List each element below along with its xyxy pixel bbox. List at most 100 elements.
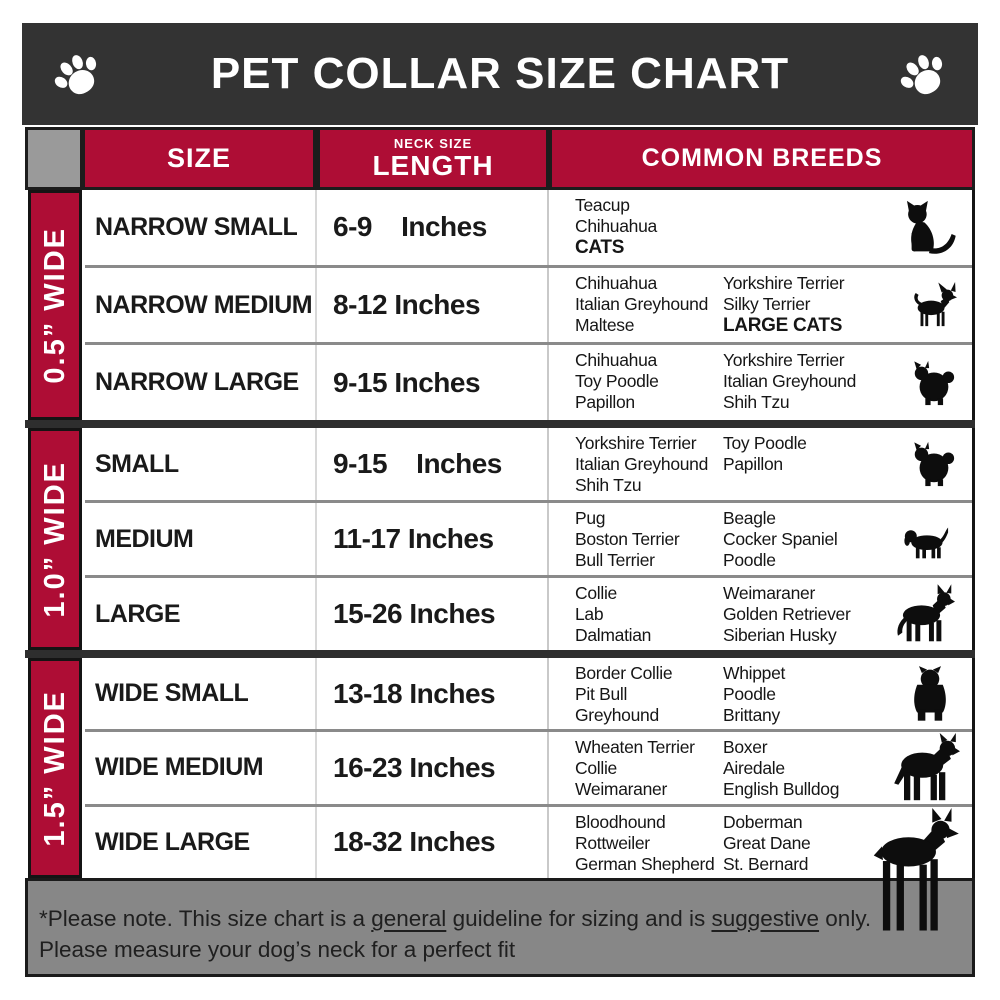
breed-item: Chihuahua — [575, 216, 657, 236]
width-band-10: 1.0” WIDE — [28, 428, 82, 650]
breeds-cell: Pug Boston Terrier Bull Terrier Beagle C… — [547, 503, 972, 575]
breed-item: Brittany — [723, 705, 780, 725]
pomeranian-icon — [906, 440, 960, 488]
length-cell: 9-15 Inches — [315, 428, 547, 500]
doberman-icon — [868, 807, 960, 936]
size-cell: NARROW MEDIUM — [95, 290, 313, 319]
length-cell: 18-32 Inches — [315, 806, 547, 878]
length-cell: 15-26 Inches — [315, 578, 547, 650]
width-band-label: 1.5” WIDE — [38, 689, 71, 847]
breeds-cell: Teacup Chihuahua CATS — [547, 190, 972, 265]
masthead: PET COLLAR SIZE CHART — [22, 23, 978, 125]
breed-item: Siberian Husky — [723, 625, 837, 645]
paw-icon — [38, 36, 117, 114]
pitbull-icon — [890, 728, 960, 808]
breed-item: Beagle — [723, 508, 776, 528]
breed-item: Yorkshire Terrier — [723, 272, 845, 293]
column-header-length: NECK SIZE LENGTH — [320, 130, 546, 187]
breeds-cell: Collie Lab Dalmatian Weimaraner Golden R… — [547, 578, 972, 650]
breed-item: St. Bernard — [723, 853, 809, 874]
table-row: WIDE LARGE 18-32 Inches Bloodhound Rottw… — [85, 806, 972, 931]
breed-item: CATS — [575, 237, 625, 258]
breed-item: Lab — [575, 604, 604, 624]
breed-item: Weimaraner — [723, 583, 815, 603]
length-cell: 6-9 Inches — [315, 190, 547, 265]
breed-item: Toy Poodle — [723, 433, 807, 453]
breed-item: Chihuahua — [575, 350, 657, 371]
breed-item: Whippet — [723, 663, 786, 683]
size-cell: MEDIUM — [95, 524, 194, 553]
breed-item: Poodle — [723, 550, 776, 570]
size-cell: NARROW LARGE — [95, 368, 299, 397]
width-band-label: 1.0” WIDE — [38, 460, 71, 618]
size-cell: WIDE MEDIUM — [95, 753, 264, 782]
breed-item: Rottweiler — [575, 832, 650, 853]
breed-item: Airedale — [723, 758, 785, 779]
length-label: LENGTH — [372, 150, 494, 181]
cat-icon — [898, 198, 960, 256]
underlined-word-suggestive: suggestive — [711, 906, 820, 931]
paw-icon — [884, 36, 963, 114]
width-band-05: 0.5” WIDE — [28, 190, 82, 420]
breed-item: Poodle — [723, 684, 776, 704]
breed-item: English Bulldog — [723, 779, 840, 800]
table-header: SIZE NECK SIZE LENGTH COMMON BREEDS — [25, 127, 975, 190]
size-cell: SMALL — [95, 449, 179, 478]
breed-item: Maltese — [575, 314, 635, 335]
breed-item: Pug — [575, 508, 606, 528]
breed-item: Toy Poodle — [575, 371, 659, 392]
page-title: PET COLLAR SIZE CHART — [210, 49, 790, 98]
breed-item: Bull Terrier — [575, 550, 655, 570]
breed-item: Yorkshire Terrier — [723, 350, 845, 371]
bulldog-icon — [900, 665, 960, 723]
breed-item: Weimaraner — [575, 779, 667, 800]
chihuahua-icon — [906, 281, 960, 329]
table-row: WIDE SMALL 13-18 Inches Border Collie Pi… — [85, 658, 972, 733]
breed-item: Teacup — [575, 195, 630, 215]
breed-item: Papillon — [723, 454, 783, 474]
width-group-15: 1.5” WIDE WIDE SMALL 13-18 Inches Border… — [25, 658, 975, 931]
beagle-icon — [892, 516, 960, 562]
breed-item: Shih Tzu — [723, 392, 790, 413]
group-divider — [25, 650, 975, 658]
shepherd-icon — [888, 583, 960, 645]
column-header-breeds: COMMON BREEDS — [552, 130, 972, 187]
breed-item: Pit Bull — [575, 684, 628, 704]
table-row: LARGE 15-26 Inches Collie Lab Dalmatian … — [85, 578, 972, 650]
length-cell: 11-17 Inches — [315, 503, 547, 575]
footnote-line-2: Please measure your dog’s neck for a per… — [39, 937, 516, 962]
table-row: NARROW MEDIUM 8-12 Inches Chihuahua Ital… — [85, 267, 972, 346]
breed-item: Chihuahua — [575, 272, 657, 293]
width-group-10: 1.0” WIDE SMALL 9-15 Inches Yorkshire Te… — [25, 428, 975, 650]
underlined-word-general: general — [371, 906, 447, 931]
breed-item: Yorkshire Terrier — [575, 433, 697, 453]
breed-item: German Shepherd — [575, 853, 715, 874]
table-row: SMALL 9-15 Inches Yorkshire Terrier Ital… — [85, 428, 972, 503]
breeds-cell: Chihuahua Italian Greyhound Maltese York… — [547, 267, 972, 343]
breed-item: Great Dane — [723, 832, 811, 853]
group-divider — [25, 420, 975, 428]
breed-item: Italian Greyhound — [723, 371, 857, 392]
breed-item: Wheaten Terrier — [575, 737, 695, 758]
breed-item: Bloodhound — [575, 811, 666, 832]
width-band-label: 0.5” WIDE — [38, 226, 71, 384]
footnote: *Please note. This size chart is a gener… — [25, 878, 975, 977]
footnote-line-1: *Please note. This size chart is a gener… — [39, 906, 872, 931]
neck-size-label: NECK SIZE — [393, 136, 473, 151]
table-row: WIDE MEDIUM 16-23 Inches Wheaten Terrier… — [85, 732, 972, 807]
breed-item: Shih Tzu — [575, 475, 642, 495]
breed-item: Silky Terrier — [723, 293, 811, 314]
breed-item: Boxer — [723, 737, 768, 758]
breed-item: Dalmatian — [575, 625, 652, 645]
breed-item: Italian Greyhound — [575, 293, 709, 314]
breed-item: Collie — [575, 758, 617, 779]
size-cell: NARROW SMALL — [95, 212, 298, 241]
breeds-cell: Border Collie Pit Bull Greyhound Whippet… — [547, 658, 972, 730]
breeds-cell: Yorkshire Terrier Italian Greyhound Shih… — [547, 428, 972, 500]
breeds-cell: Chihuahua Toy Poodle Papillon Yorkshire … — [547, 345, 972, 421]
table-row: MEDIUM 11-17 Inches Pug Boston Terrier B… — [85, 503, 972, 578]
length-cell: 8-12 Inches — [315, 267, 547, 343]
size-cell: WIDE LARGE — [95, 827, 250, 856]
breed-item: Italian Greyhound — [575, 454, 709, 474]
size-cell: WIDE SMALL — [95, 679, 249, 708]
